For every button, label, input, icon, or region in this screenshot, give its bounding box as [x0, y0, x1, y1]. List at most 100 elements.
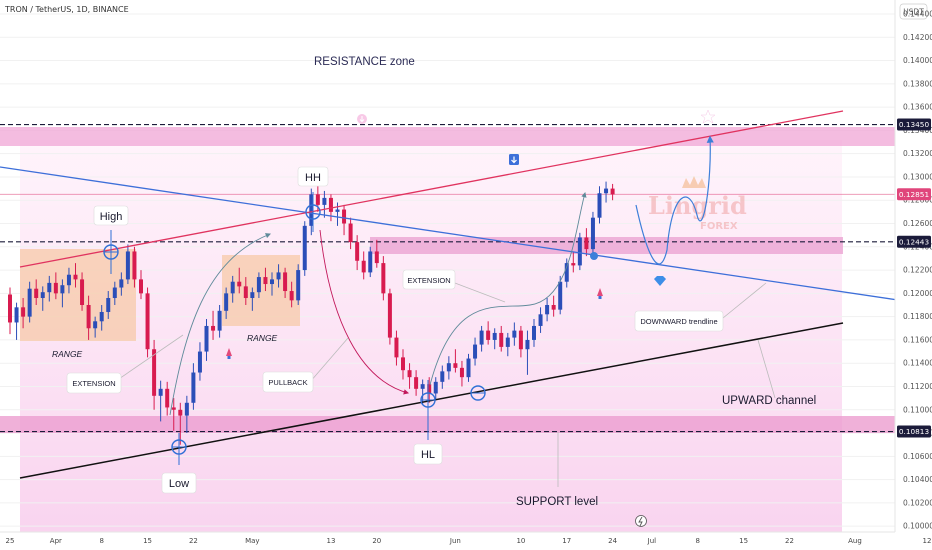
candle: [505, 332, 510, 357]
candle: [47, 275, 52, 302]
extension-right-callout[interactable]: EXTENSION: [402, 269, 456, 290]
hh-label-box[interactable]: HH: [297, 166, 329, 187]
high-label-box[interactable]: High: [93, 205, 129, 226]
pullback-leader: [309, 337, 349, 383]
high-label: High: [100, 211, 123, 223]
y-tick-label: 0.14400: [903, 9, 932, 18]
candle: [34, 279, 39, 305]
extension-arrow-right: [429, 191, 587, 386]
support-level-label: SUPPORT level: [516, 496, 598, 508]
y-tick-label: 0.11200: [903, 382, 932, 391]
y-tick-label: 0.11600: [903, 335, 932, 344]
candle: [66, 267, 71, 294]
candle: [453, 349, 458, 373]
x-tick-label: 15: [143, 537, 152, 545]
candle: [125, 244, 130, 285]
candle: [243, 277, 248, 305]
pivot-hl-marker[interactable]: [420, 380, 436, 440]
x-tick-label: 8: [99, 537, 103, 545]
downward-trendline-label: DOWNWARD trendline: [640, 317, 717, 326]
candle: [191, 363, 196, 410]
candle: [394, 330, 399, 366]
x-tick-label: 15: [739, 537, 748, 545]
candle: [584, 228, 589, 257]
pullback-label: PULLBACK: [268, 378, 307, 387]
candle: [407, 363, 412, 389]
candle: [224, 287, 229, 319]
x-tick-label: 13: [326, 537, 335, 545]
candle: [14, 302, 19, 340]
mid-zone-band: [370, 237, 843, 254]
y-tick-label: 0.10200: [903, 498, 932, 507]
candle: [256, 272, 261, 299]
candle: [237, 267, 242, 294]
price-tag: 0.10813: [897, 425, 931, 438]
candle: [283, 267, 288, 299]
y-tick-label: 0.11000: [903, 405, 932, 414]
low-label-box[interactable]: Low: [161, 472, 197, 494]
candle: [270, 272, 274, 296]
resistance-zone-label: RESISTANCE zone: [314, 56, 415, 68]
candle: [60, 279, 65, 308]
pullback-callout[interactable]: PULLBACK: [262, 371, 314, 393]
candle: [132, 246, 137, 288]
pivot-high-marker[interactable]: [103, 230, 119, 274]
extension-left-callout[interactable]: EXTENSION: [66, 372, 122, 394]
hh-label: HH: [305, 172, 321, 184]
upward-channel-label: UPWARD channel: [722, 395, 816, 407]
candle: [459, 360, 464, 387]
rocket-icon-left: [226, 348, 232, 359]
resistance-zone-band: [0, 127, 895, 146]
candle: [342, 204, 347, 236]
downward-trendline-callout[interactable]: DOWNWARD trendline: [634, 310, 724, 332]
svg-text:0.12443: 0.12443: [899, 237, 930, 246]
svg-text:0.13450: 0.13450: [899, 120, 930, 129]
pink-box-background: [20, 140, 842, 532]
candle: [564, 258, 569, 288]
candle: [8, 287, 12, 335]
candle: [355, 235, 360, 271]
x-tick-label: 20: [372, 537, 381, 545]
blue-downward-trendline[interactable]: [0, 166, 899, 301]
low-label: Low: [169, 478, 189, 490]
price-tags: 0.13450 0.12851 0.12443 0.10813: [897, 118, 931, 438]
candle: [73, 263, 78, 288]
x-tick-label: 10: [516, 537, 525, 545]
extension-arrow-left: [169, 233, 272, 416]
rocket-icon-right: [597, 288, 603, 299]
currency-badge[interactable]: USDT: [899, 3, 928, 20]
hl-label-box[interactable]: HL: [413, 443, 443, 465]
y-axis-ticks: 0.100000.102000.104000.106000.108000.110…: [903, 9, 932, 530]
candle: [158, 380, 163, 422]
candle: [53, 272, 58, 300]
y-axis-panel[interactable]: [895, 0, 932, 550]
pivot-low-marker[interactable]: [171, 433, 187, 465]
candle: [230, 275, 235, 303]
candle: [296, 264, 301, 305]
candle: [93, 316, 98, 338]
candle: [440, 365, 445, 389]
candle: [610, 183, 615, 201]
candle: [466, 353, 471, 382]
pivot-channel-marker[interactable]: [470, 385, 486, 401]
y-tick-label: 0.13600: [903, 103, 932, 112]
downward-leader: [722, 282, 767, 319]
candle: [322, 190, 327, 218]
y-tick-label: 0.12600: [903, 219, 932, 228]
x-axis-panel[interactable]: [0, 532, 895, 550]
red-upward-trendline[interactable]: [19, 110, 844, 268]
y-tick-label: 0.10600: [903, 452, 932, 461]
y-tick-label: 0.10400: [903, 475, 932, 484]
crown-icon: [682, 176, 706, 188]
candle: [401, 349, 405, 380]
pivot-hh-marker[interactable]: [305, 192, 321, 232]
svg-text:0.10813: 0.10813: [899, 427, 930, 436]
candle: [590, 211, 595, 254]
extension-right-label: EXTENSION: [407, 276, 450, 285]
candle: [538, 307, 543, 333]
candle: [145, 287, 150, 358]
candle: [381, 256, 386, 301]
lightning-icon[interactable]: [635, 515, 647, 527]
